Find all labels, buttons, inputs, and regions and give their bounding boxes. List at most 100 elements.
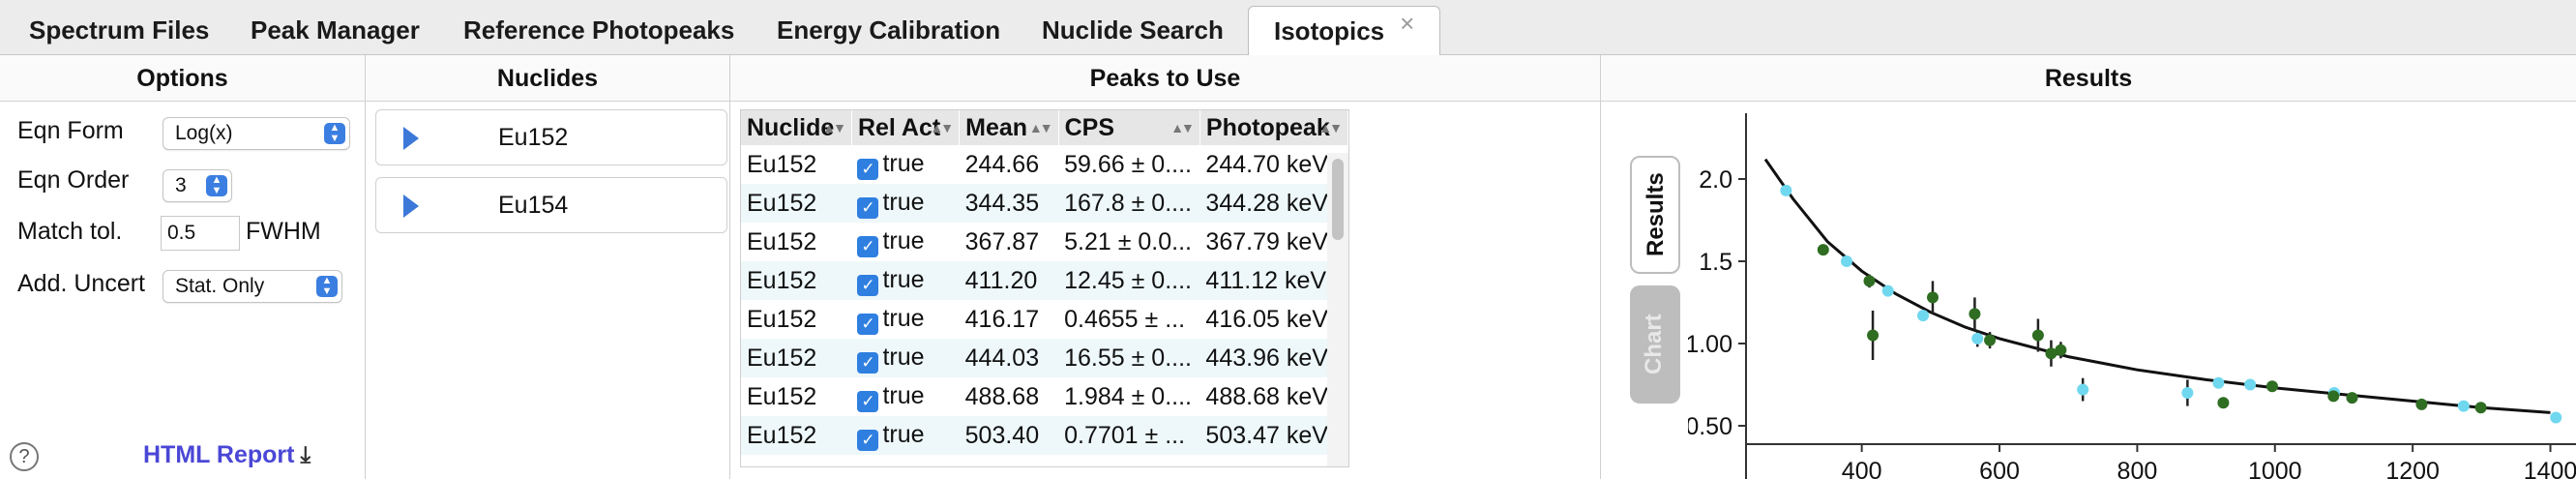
cell-rel-act: ✓ true [851, 184, 960, 223]
close-icon[interactable]: × [1400, 9, 1415, 38]
html-report-button[interactable]: HTML Report ⤓ [143, 441, 311, 469]
table-row[interactable]: Eu152 ✓ true 244.66 59.66 ± 0.... 244.70 keV [741, 145, 1348, 184]
table-row[interactable]: Eu152 ✓ true 367.87 5.21 ± 0.0... 367.79 keV [741, 223, 1348, 261]
data-point [2212, 376, 2225, 389]
data-point [2550, 411, 2562, 424]
sort-icon: ▲▼ [930, 120, 954, 135]
data-point [1969, 308, 1981, 320]
rel-act-checkbox[interactable]: ✓ [857, 158, 879, 180]
cell-rel-act: ✓ true [851, 300, 959, 339]
cell-photopeak: 411.12 keV [1199, 261, 1348, 300]
cell-nuclide: Eu152 [747, 305, 817, 333]
eqn-form-select[interactable]: Log(x) ▲ ▼ [163, 117, 350, 150]
cell-mean: 244.66 [964, 150, 1040, 178]
match-tol-input[interactable]: 0.5 [161, 216, 240, 251]
expand-arrow-icon[interactable] [403, 127, 419, 150]
data-point [2055, 344, 2067, 356]
data-point [2244, 378, 2257, 391]
data-point [1984, 334, 1997, 346]
cell-rel-act: ✓ true [851, 261, 960, 300]
rel-act-checkbox[interactable]: ✓ [857, 351, 879, 374]
add-uncert-select[interactable]: Stat. Only ▲ ▼ [163, 270, 342, 303]
rel-act-checkbox[interactable]: ✓ [857, 429, 879, 451]
tab-nuclide-search[interactable]: Nuclide Search [1042, 15, 1224, 45]
tab-bar: Spectrum Files Peak Manager Reference Ph… [0, 0, 2576, 55]
eqn-form-value: Log(x) [175, 122, 233, 144]
cell-photopeak: 488.68 keV [1205, 382, 1328, 410]
x-tick-label: 1000 [2248, 458, 2302, 479]
data-point [1817, 244, 1829, 256]
cell-cps: 1.984 ± 0.... [1064, 382, 1192, 410]
rel-act-label: true [882, 420, 925, 448]
tab-isotopics[interactable]: Isotopics × [1248, 6, 1441, 55]
data-point [2031, 329, 2044, 342]
data-point [1780, 184, 1792, 196]
cell-rel-act: ✓ true [851, 339, 960, 377]
cell-mean: 416.17 [964, 305, 1040, 333]
rel-act-label: true [882, 149, 925, 177]
cell-cps: 12.45 ± 0.... [1058, 261, 1200, 300]
rel-act-checkbox[interactable]: ✓ [857, 313, 879, 335]
cell-rel-act: ✓ true [851, 416, 960, 455]
peaks-header: Peaks to Use [730, 55, 1600, 102]
table-row[interactable]: Eu152 ✓ true 488.68 1.984 ± 0.... 488.68 keV [741, 377, 1348, 416]
y-tick-label: 0.50 [1688, 413, 1732, 440]
column-header-rel-act[interactable]: Rel Act ▲▼ [851, 110, 961, 145]
cell-mean: 344.35 [959, 184, 1059, 223]
cell-photopeak: 416.05 keV [1205, 305, 1328, 333]
rel-act-checkbox[interactable]: ✓ [857, 390, 879, 412]
x-tick-label: 400 [1842, 458, 1882, 479]
tab-energy-calibration[interactable]: Energy Calibration [777, 15, 1001, 45]
options-header: Options [0, 55, 365, 102]
eqn-order-select[interactable]: 3 ▲ ▼ [163, 169, 232, 202]
table-row[interactable]: Eu152 ✓ true 416.17 0.4655 ± ... 416.05 keV [741, 300, 1348, 339]
data-point [2415, 398, 2428, 410]
table-row[interactable]: Eu152 ✓ true 344.35 167.8 ± 0.... 344.28 keV [741, 184, 1348, 223]
data-point [2045, 347, 2058, 360]
table-scrollbar[interactable] [1327, 153, 1348, 466]
table-row[interactable]: Eu152 ✓ true 444.03 16.55 ± 0.... 443.96 keV [741, 339, 1348, 377]
column-header-photopeak[interactable]: Photopeak ▲▼ [1199, 110, 1348, 145]
scrollbar-thumb[interactable] [1332, 159, 1344, 240]
results-header: Results [1601, 55, 2576, 102]
tab-reference-photopeaks[interactable]: Reference Photopeaks [463, 15, 735, 45]
select-arrows-icon: ▲ ▼ [206, 175, 227, 196]
column-label: Nuclide [747, 113, 835, 141]
rel-act-label: true [882, 381, 925, 409]
help-icon[interactable]: ? [10, 442, 39, 471]
table-row[interactable]: Eu152 ✓ true 503.40 0.7701 ± ... 503.47 keV [741, 416, 1348, 455]
select-arrows-icon: ▲ ▼ [316, 276, 338, 297]
options-panel: Options Eqn Form Log(x) ▲ ▼ Eqn Order 3 ▲… [0, 55, 366, 479]
nuclide-item-eu152[interactable]: Eu152 [375, 109, 727, 165]
peaks-table: Nuclide ▲▼ Rel Act ▲▼ Mean ▲▼ CPS ▲▼ Photope… [740, 109, 1349, 467]
cell-cps: 59.66 ± 0.... [1064, 150, 1192, 178]
nuclide-item-eu154[interactable]: Eu154 [375, 177, 727, 233]
cell-mean: 367.87 [964, 227, 1040, 255]
tab-peak-manager[interactable]: Peak Manager [251, 15, 420, 45]
data-point [1926, 291, 1939, 304]
column-header-nuclide[interactable]: Nuclide ▲▼ [741, 110, 852, 145]
cell-nuclide: Eu152 [741, 416, 852, 455]
rel-act-checkbox[interactable]: ✓ [857, 274, 879, 296]
cell-photopeak: 244.70 keV [1205, 150, 1328, 178]
html-report-label: HTML Report [143, 441, 295, 468]
y-tick-label: 1.5 [1699, 249, 1732, 276]
sort-icon: ▲▼ [1170, 120, 1195, 135]
data-point [2265, 380, 2278, 393]
column-header-cps[interactable]: CPS ▲▼ [1058, 110, 1200, 145]
table-row[interactable]: Eu152 ✓ true 411.20 12.45 ± 0.... 411.12 keV [741, 261, 1348, 300]
tab-spectrum-files[interactable]: Spectrum Files [29, 15, 210, 45]
rel-act-checkbox[interactable]: ✓ [857, 235, 879, 257]
rel-act-label: true [882, 226, 925, 254]
results-tab[interactable]: Results [1630, 156, 1680, 274]
nuclide-label: Eu154 [498, 192, 569, 219]
cell-cps: 5.21 ± 0.0... [1064, 227, 1192, 255]
column-header-mean[interactable]: Mean ▲▼ [959, 110, 1059, 145]
expand-arrow-icon[interactable] [403, 195, 419, 218]
sort-icon: ▲▼ [1318, 120, 1343, 135]
results-panel: Results Results Chart 400 600 800 1000 1200 1… [1601, 55, 2576, 479]
x-tick-label: 600 [1979, 458, 2020, 479]
y-tick-label: 2.0 [1699, 166, 1732, 194]
rel-act-checkbox[interactable]: ✓ [857, 196, 879, 219]
chart-tab[interactable]: Chart [1630, 285, 1680, 404]
